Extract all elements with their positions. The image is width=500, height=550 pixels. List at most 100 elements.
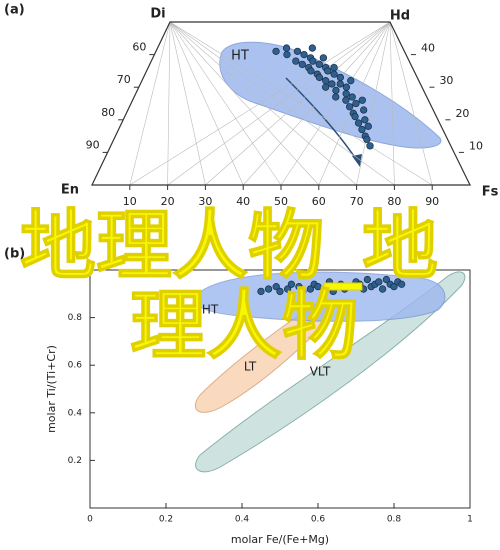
grid-line — [356, 21, 391, 186]
grid-line — [280, 21, 391, 186]
data-point — [358, 125, 366, 134]
data-point — [322, 77, 330, 85]
plot-frame — [89, 269, 471, 509]
data-point — [390, 283, 398, 291]
data-point — [345, 103, 354, 111]
corner-label: Fs — [482, 185, 499, 200]
data-point — [282, 44, 291, 52]
grid-line — [389, 21, 395, 186]
data-point — [342, 83, 351, 91]
x-tick-label: 0.4 — [235, 515, 250, 525]
x-tick-label: 1 — [467, 515, 473, 525]
right-tick-label: 40 — [421, 42, 435, 55]
panel-label: (b) — [4, 247, 25, 262]
data-point — [361, 116, 369, 124]
data-point — [359, 285, 368, 293]
data-point — [336, 73, 345, 82]
data-point — [342, 90, 350, 98]
data-point — [283, 50, 291, 59]
data-point — [382, 275, 391, 284]
field-label: HT — [202, 303, 219, 317]
data-point — [314, 283, 322, 291]
x-tick-label: 80 — [387, 195, 401, 208]
outline — [91, 21, 471, 186]
data-point — [351, 112, 359, 121]
data-point — [298, 60, 306, 69]
left-tick-label: 80 — [101, 106, 115, 119]
right-tick-label: 30 — [439, 74, 453, 87]
right-tick-label: 20 — [455, 107, 469, 120]
grid-line — [169, 21, 282, 186]
x-tick-label: 30 — [198, 195, 212, 208]
ht-field — [194, 271, 446, 322]
grid-line — [129, 21, 391, 186]
data-point — [309, 57, 317, 65]
data-point — [329, 287, 337, 296]
x-axis-label: molar Fe/(Fe+Mg) — [231, 533, 329, 546]
data-point — [321, 285, 330, 293]
data-point — [321, 83, 330, 91]
left-tick-label: 60 — [132, 41, 146, 54]
data-point — [283, 285, 292, 293]
data-point — [363, 135, 371, 144]
corner-label: Di — [150, 7, 165, 22]
left-tick-label: 70 — [117, 73, 131, 86]
x-tick-label: 70 — [350, 195, 364, 208]
x-tick-label: 0.2 — [159, 515, 173, 525]
y-tick-label: 0.4 — [68, 408, 83, 418]
data-point — [363, 275, 372, 284]
grid-line — [169, 21, 395, 186]
left-tick-label: 90 — [86, 138, 100, 151]
corner-label: En — [61, 183, 79, 198]
data-point — [336, 80, 344, 88]
data-point — [360, 106, 368, 114]
data-point — [378, 285, 387, 293]
data-point — [358, 96, 366, 104]
data-point — [344, 283, 353, 291]
data-point — [325, 278, 334, 286]
vlt-field — [195, 271, 466, 473]
x-tick-label: 90 — [425, 195, 439, 208]
data-point — [347, 77, 355, 85]
data-point — [315, 60, 323, 69]
overlay-text: 理人物 — [130, 281, 358, 370]
data-point — [332, 86, 340, 95]
data-point — [300, 50, 308, 59]
x-tick-label: 0.8 — [387, 515, 402, 525]
data-point — [337, 280, 345, 288]
data-point — [319, 54, 328, 62]
data-point — [348, 93, 356, 101]
data-point — [299, 287, 307, 296]
data-point — [264, 285, 273, 293]
y-tick-label: 0.8 — [68, 313, 83, 323]
data-point — [293, 47, 302, 55]
field-label: HT — [231, 49, 249, 64]
x-tick-label: 20 — [161, 195, 175, 208]
x-tick-label: 0.6 — [311, 515, 326, 525]
grid-line — [389, 21, 433, 186]
grid-line — [169, 21, 320, 186]
data-point — [272, 283, 280, 291]
data-point — [332, 93, 340, 101]
data-point — [342, 96, 350, 104]
overlay-text: 地理人物_地 — [20, 201, 438, 290]
data-point — [366, 142, 374, 150]
data-point — [292, 57, 300, 65]
data-point — [276, 287, 284, 296]
grid-line — [169, 21, 206, 186]
data-point — [397, 280, 406, 288]
corner-label: Hd — [390, 9, 410, 24]
data-point — [272, 47, 280, 55]
data-point — [307, 67, 315, 75]
grid-line — [242, 21, 391, 186]
data-point — [330, 63, 338, 72]
right-tick-label: 10 — [469, 139, 483, 152]
panel-label: (a) — [4, 3, 25, 18]
data-point — [330, 70, 338, 78]
grid-line — [167, 21, 391, 186]
data-point — [375, 278, 383, 286]
data-point — [295, 283, 303, 291]
grid-line — [169, 21, 433, 186]
arrow-head — [352, 154, 362, 167]
grid-line — [169, 21, 244, 186]
